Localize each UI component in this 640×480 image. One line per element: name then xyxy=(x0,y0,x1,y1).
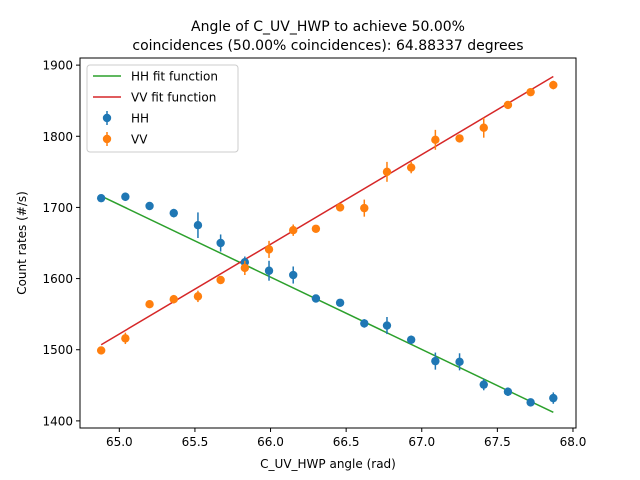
hh-data-point xyxy=(382,321,392,330)
vv-data-point xyxy=(311,224,321,233)
legend-label-vv-fit-function: VV fit function xyxy=(131,91,216,105)
x-tick-label: 66.0 xyxy=(257,435,284,449)
vv-data-point xyxy=(406,163,416,172)
x-axis-label: C_UV_HWP angle (rad) xyxy=(260,457,396,471)
legend: HH fit function VV fit function HH VV xyxy=(86,64,239,153)
hh-data-point xyxy=(549,393,558,403)
vv-data-point xyxy=(382,167,392,177)
hh-data-point xyxy=(526,398,535,407)
legend-marker-vv xyxy=(102,134,112,144)
y-tick-label: 1900 xyxy=(42,59,73,73)
legend-label-hh: HH xyxy=(131,112,149,126)
vv-data-point xyxy=(549,80,558,90)
hh-data-point xyxy=(216,238,225,248)
hh-data-point xyxy=(406,335,416,344)
hh-data-point xyxy=(455,357,464,367)
chart-title-line1: Angle of C_UV_HWP to achieve 50.00% xyxy=(191,19,465,35)
y-tick-label: 1400 xyxy=(42,414,73,428)
y-axis-ticks: 1400 1500 1600 1700 1800 1900 xyxy=(42,59,80,428)
y-axis-label: Count rates (#/s) xyxy=(15,191,29,295)
hh-data-point xyxy=(169,208,178,218)
vv-data-point xyxy=(216,275,225,285)
x-tick-label: 67.0 xyxy=(408,435,435,449)
x-axis-ticks: 65.0 65.5 66.0 66.5 67.0 67.5 68.0 xyxy=(106,428,586,449)
legend-label-hh-fit-function: HH fit function xyxy=(131,70,218,84)
vv-data-point xyxy=(431,135,440,145)
vv-data-point xyxy=(145,299,154,309)
legend-box xyxy=(86,64,239,153)
y-tick-label: 1800 xyxy=(42,130,73,144)
vv-data-point xyxy=(360,203,369,213)
plot-frame xyxy=(79,57,577,429)
fit-line-hh xyxy=(100,195,554,414)
vv-data-point xyxy=(526,87,535,97)
hh-data-point xyxy=(145,201,154,211)
legend-marker-hh xyxy=(102,113,112,123)
y-tick-label: 1600 xyxy=(42,272,73,286)
hh-data-point xyxy=(503,387,513,396)
x-tick-label: 65.5 xyxy=(182,435,209,449)
chart-title-line2: coincidences (50.00% coincidences): 64.8… xyxy=(132,38,523,54)
vv-data-point xyxy=(240,263,250,273)
y-tick-label: 1700 xyxy=(42,201,73,215)
vv-data-point xyxy=(193,292,203,301)
vv-data-point xyxy=(503,100,513,110)
vv-data-point xyxy=(121,334,130,343)
hh-data-point xyxy=(431,356,440,366)
vv-data-point xyxy=(479,123,488,132)
x-tick-label: 67.5 xyxy=(484,435,511,449)
hh-data-point xyxy=(289,270,298,280)
hh-data-point xyxy=(121,192,130,201)
hh-data-point xyxy=(96,193,106,203)
y-tick-label: 1500 xyxy=(42,343,73,357)
hh-data-point xyxy=(311,294,321,303)
hh-data-point xyxy=(360,319,369,328)
hh-data-point xyxy=(479,380,488,389)
hh-data-point xyxy=(264,266,274,275)
legend-label-vv: VV xyxy=(131,133,148,147)
hh-data-point xyxy=(193,221,203,230)
vv-data-point xyxy=(289,225,298,235)
vv-data-point xyxy=(335,203,345,212)
vv-data-point xyxy=(169,295,178,304)
vv-data-point xyxy=(455,134,464,143)
data-points xyxy=(96,80,558,407)
x-tick-label: 68.0 xyxy=(560,435,587,449)
hh-data-point xyxy=(335,298,345,307)
vv-data-point xyxy=(264,245,274,254)
x-tick-label: 66.5 xyxy=(333,435,360,449)
vv-data-point xyxy=(96,346,106,355)
x-tick-label: 65.0 xyxy=(106,435,133,449)
